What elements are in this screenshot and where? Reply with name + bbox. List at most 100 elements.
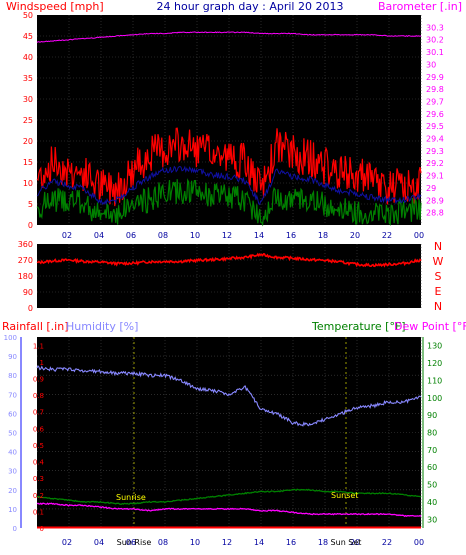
x-tick-label: 04 [94,231,104,240]
barometer-tick-label: 29.5 [426,122,444,131]
direction-grid [37,244,422,308]
wind-axis-ticks: 0 5 10 15 20 25 30 35 40 45 50 [23,11,33,230]
temperature-tick-label: 100 [427,394,442,403]
wind-tick-label: 10 [23,179,33,188]
sunrise-tag: Sunrise [116,493,146,502]
rainfall-axis-title: Rainfall [.in] [2,320,69,333]
dewpoint-series [36,502,422,518]
barometer-axis-title: Barometer [.in] [378,0,462,13]
humidity-tick-label: 50 [8,430,17,438]
temperature-tick-label: 30 [427,515,437,524]
barometer-tick-label: 30.3 [426,23,444,32]
direction-axis-ticks: 0 90 180 270 360 [18,240,33,313]
barometer-tick-label: 29.6 [426,110,444,119]
wind-tick-label: 40 [23,53,33,62]
weather-x-axis-ticks: 02 04 06 08 10 12 14 16 18 20 22 00 [62,538,424,547]
x-tick-label: 18 [318,538,328,547]
x-tick-label: 06 [126,538,136,547]
wind-tick-label: 0 [28,221,33,230]
direction-tick-label: 180 [18,272,33,281]
rain-tick-label: 0.1 [33,508,44,516]
temperature-tick-label: 70 [427,446,437,455]
direction-tick-label: 90 [23,288,33,297]
wind-speed-line [36,165,422,206]
x-tick-label: 14 [254,538,264,547]
wind-tick-label: 25 [23,116,33,125]
rain-tick-label: 0.3 [33,475,44,483]
x-tick-label: 04 [94,538,104,547]
humidity-tick-label: 80 [8,372,17,380]
wind-x-axis-ticks: 02 04 06 08 10 12 14 16 18 20 22 00 [62,231,424,240]
chart-title: 24 hour graph day : April 20 2013 [157,0,344,13]
x-tick-label: 00 [414,231,424,240]
barometer-tick-label: 29.4 [426,135,444,144]
temperature-axis-ticks: 30 40 50 60 70 80 90 100 110 120 130 [422,337,442,528]
humidity-tick-label: 30 [8,468,17,476]
dewpoint-axis-title: Dew Point [°F] [394,320,466,333]
x-tick-label: 20 [350,538,360,547]
humidity-tick-label: 90 [8,353,17,361]
barometer-tick-label: 29.3 [426,147,444,156]
x-tick-label: 02 [62,538,72,547]
x-tick-label: 08 [158,231,168,240]
temperature-tick-label: 80 [427,429,437,438]
humidity-tick-label: 10 [8,506,17,514]
x-tick-label: 18 [318,231,328,240]
rain-tick-label: 0.5 [33,442,44,450]
wind-tick-label: 30 [23,95,33,104]
humidity-tick-label: 40 [8,449,17,457]
x-tick-label: 10 [190,231,200,240]
barometer-tick-label: 29.8 [426,85,444,94]
x-tick-label: 16 [286,231,296,240]
humidity-tick-label: 60 [8,410,17,418]
wind-tick-label: 35 [23,74,33,83]
barometer-tick-label: 29.9 [426,73,444,82]
rain-tick-label: 0.4 [33,459,45,467]
humidity-tick-label: 100 [4,334,17,342]
sunset-label: Sun Set [331,538,362,547]
x-tick-label: 14 [254,231,264,240]
barometer-series [36,31,422,43]
barometer-tick-label: 29 [426,184,436,193]
rain-tick-label: 0.2 [33,492,44,500]
wind-tick-label: 15 [23,158,33,167]
wind-tick-label: 20 [23,137,33,146]
temperature-tick-label: 40 [427,498,437,507]
x-tick-label: 06 [126,231,136,240]
compass-letter: E [435,285,442,298]
rainfall-axis-ticks: 0 0.1 0.2 0.3 0.4 0.5 0.6 0.7 0.8 0.9 1 1.1 [33,342,45,533]
x-tick-label: 16 [286,538,296,547]
humidity-tick-label: 70 [8,391,17,399]
temperature-tick-label: 90 [427,411,437,420]
wind-axis-title: Windspeed [mph] [6,0,104,13]
barometer-tick-label: 29.1 [426,172,444,181]
temperature-tick-label: 60 [427,463,437,472]
rain-tick-label: 1.1 [33,342,44,350]
direction-tick-label: 0 [28,304,33,313]
temperature-axis-title: Temperature [°F] [311,320,406,333]
wind-tick-label: 50 [23,11,33,20]
compass-letter: N [434,300,442,313]
wind-gust-series [36,127,422,207]
temperature-tick-label: 50 [427,481,437,490]
x-tick-label: 12 [222,538,232,547]
barometer-axis-ticks: 28.8 28.9 29 29.1 29.2 29.3 29.4 29.5 29.6 29.7 29… [426,23,444,217]
direction-tick-label: 270 [18,256,33,265]
compass-letter: N [434,240,442,253]
x-tick-label: 08 [158,538,168,547]
compass-letter: W [433,255,444,268]
sunrise-label: Sun Rise [117,538,152,547]
rain-tick-label: 0.8 [33,392,44,400]
x-tick-label: 12 [222,231,232,240]
compass-letter: S [435,270,442,283]
humidity-axis-ticks: 0 10 20 30 40 50 60 70 80 90 100 [4,334,22,533]
barometer-tick-label: 29.2 [426,159,444,168]
barometer-tick-label: 28.8 [426,209,444,218]
rain-tick-label: 1 [40,359,44,367]
sunset-tag: Sunset [331,491,358,500]
x-tick-label: 00 [414,538,424,547]
